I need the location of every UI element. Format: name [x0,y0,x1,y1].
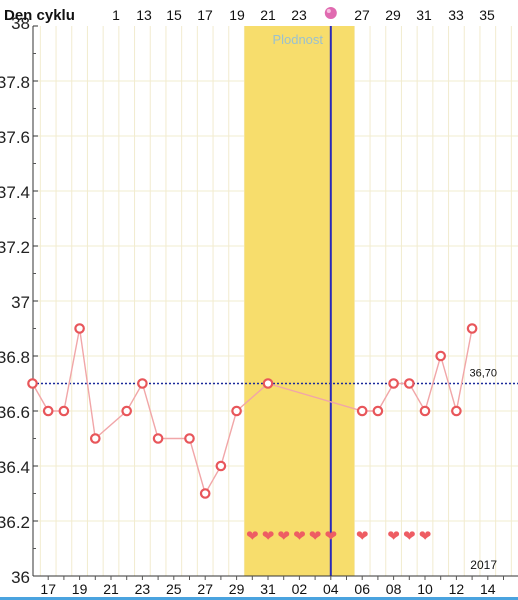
temperature-point[interactable] [58,405,70,417]
temperature-point[interactable] [403,378,415,389]
temperature-point[interactable] [121,405,132,417]
x-tick-label: 29 [229,581,245,597]
heart-icon: ❤ [356,528,369,545]
heart-icon: ❤ [309,528,322,545]
x-tick-label: 21 [103,581,119,597]
x-tick-label: 10 [417,581,433,597]
year-label: 2017 [470,558,497,572]
temperature-point[interactable] [184,433,195,444]
heart-icon: ❤ [387,528,400,545]
temperature-point[interactable] [356,405,368,417]
cycle-day-number: 23 [291,7,307,23]
temperature-point[interactable] [215,460,227,472]
cycle-day-number: 35 [479,7,495,23]
y-tick-label: 36.8 [0,348,30,367]
cycle-day-number: 27 [354,7,370,23]
temperature-point[interactable] [231,405,242,417]
x-tick-label: 08 [386,581,402,597]
temperature-point[interactable] [199,488,211,499]
y-tick-label: 36 [11,568,30,587]
heart-icon: ❤ [419,528,432,545]
y-tick-label: 37 [11,293,30,312]
cycle-day-number: 31 [416,7,432,23]
fertile-window-label: Plodnost [272,32,323,47]
temperature-point[interactable] [451,405,462,417]
temperature-point[interactable] [90,433,101,444]
temperature-point[interactable] [372,405,384,417]
temperature-point[interactable] [388,378,399,389]
x-tick-label: 02 [292,581,308,597]
temperature-point[interactable] [42,405,54,417]
temperature-point[interactable] [74,323,85,334]
x-tick-label: 31 [260,581,276,597]
x-tick-label: 04 [323,581,339,597]
heart-icon: ❤ [325,528,338,545]
temperature-point[interactable] [419,405,431,417]
cycle-day-number: 13 [136,7,152,23]
heart-icon: ❤ [277,528,290,545]
cycle-day-number: 19 [229,7,245,23]
x-tick-label: 06 [354,581,370,597]
temperature-point[interactable] [262,378,274,389]
heart-icon: ❤ [403,528,416,545]
cycle-day-number: 17 [197,7,213,23]
temperature-point[interactable] [152,433,164,444]
temperature-point[interactable] [137,378,148,389]
y-tick-label: 36.4 [0,458,30,477]
y-tick-label: 37.2 [0,238,30,257]
fertile-window-band [244,26,355,576]
coverline-label: 36,70 [469,368,497,380]
x-tick-label: 19 [72,581,88,597]
cycle-day-label: Den cyklu [4,7,75,24]
x-tick-label: 14 [480,581,496,597]
heart-icon: ❤ [293,528,306,545]
x-tick-label: 12 [449,581,465,597]
y-tick-label: 36.2 [0,513,30,532]
heart-icon: ❤ [246,528,259,545]
temperature-point[interactable] [435,350,446,362]
y-tick-label: 37.4 [0,183,30,202]
cycle-day-number: 15 [166,7,182,23]
temperature-point[interactable] [27,378,38,389]
cycle-day-number: 21 [260,7,276,23]
y-tick-label: 37.8 [0,73,30,92]
x-tick-label: 23 [135,581,151,597]
bottom-bar [0,597,518,600]
y-tick-label: 38 [11,14,30,33]
x-tick-label: 27 [197,581,213,597]
x-tick-label: 25 [166,581,182,597]
y-tick-label: 37.6 [0,128,30,147]
today-marker-icon[interactable] [324,7,337,19]
cycle-day-number: 1 [112,7,120,23]
today-marker-highlight [326,9,331,13]
cycle-day-number: 29 [385,7,401,23]
cycle-day-number: 33 [448,7,464,23]
x-tick-label: 17 [40,581,56,597]
y-tick-label: 36.6 [0,403,30,422]
temperature-point[interactable] [466,323,478,334]
heart-icon: ❤ [262,528,275,545]
